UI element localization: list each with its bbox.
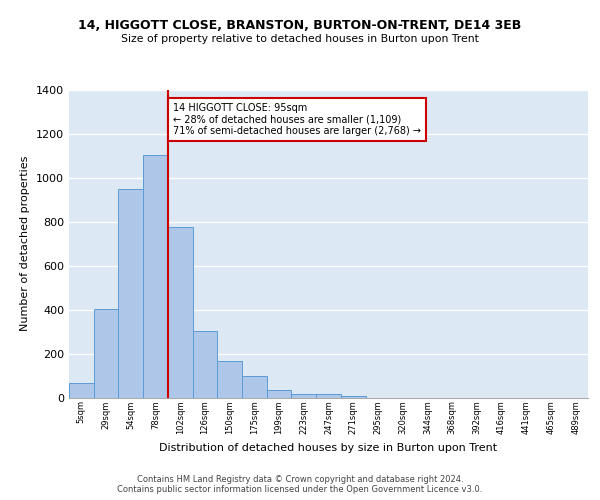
Bar xyxy=(217,362,242,398)
Text: Contains HM Land Registry data © Crown copyright and database right 2024.
Contai: Contains HM Land Registry data © Crown c… xyxy=(118,474,482,494)
X-axis label: Distribution of detached houses by size in Burton upon Trent: Distribution of detached houses by size … xyxy=(160,442,497,452)
Text: Size of property relative to detached houses in Burton upon Trent: Size of property relative to detached ho… xyxy=(121,34,479,44)
Bar xyxy=(143,155,168,398)
Y-axis label: Number of detached properties: Number of detached properties xyxy=(20,156,31,332)
Bar xyxy=(69,383,94,398)
Bar xyxy=(292,394,316,398)
Bar xyxy=(118,189,143,398)
Bar xyxy=(316,394,341,398)
Bar xyxy=(341,396,365,398)
Bar xyxy=(193,330,217,398)
Text: 14, HIGGOTT CLOSE, BRANSTON, BURTON-ON-TRENT, DE14 3EB: 14, HIGGOTT CLOSE, BRANSTON, BURTON-ON-T… xyxy=(79,19,521,32)
Bar xyxy=(242,376,267,398)
Bar xyxy=(168,228,193,398)
Bar xyxy=(94,308,118,398)
Bar xyxy=(267,390,292,398)
Text: 14 HIGGOTT CLOSE: 95sqm
← 28% of detached houses are smaller (1,109)
71% of semi: 14 HIGGOTT CLOSE: 95sqm ← 28% of detache… xyxy=(173,103,421,136)
